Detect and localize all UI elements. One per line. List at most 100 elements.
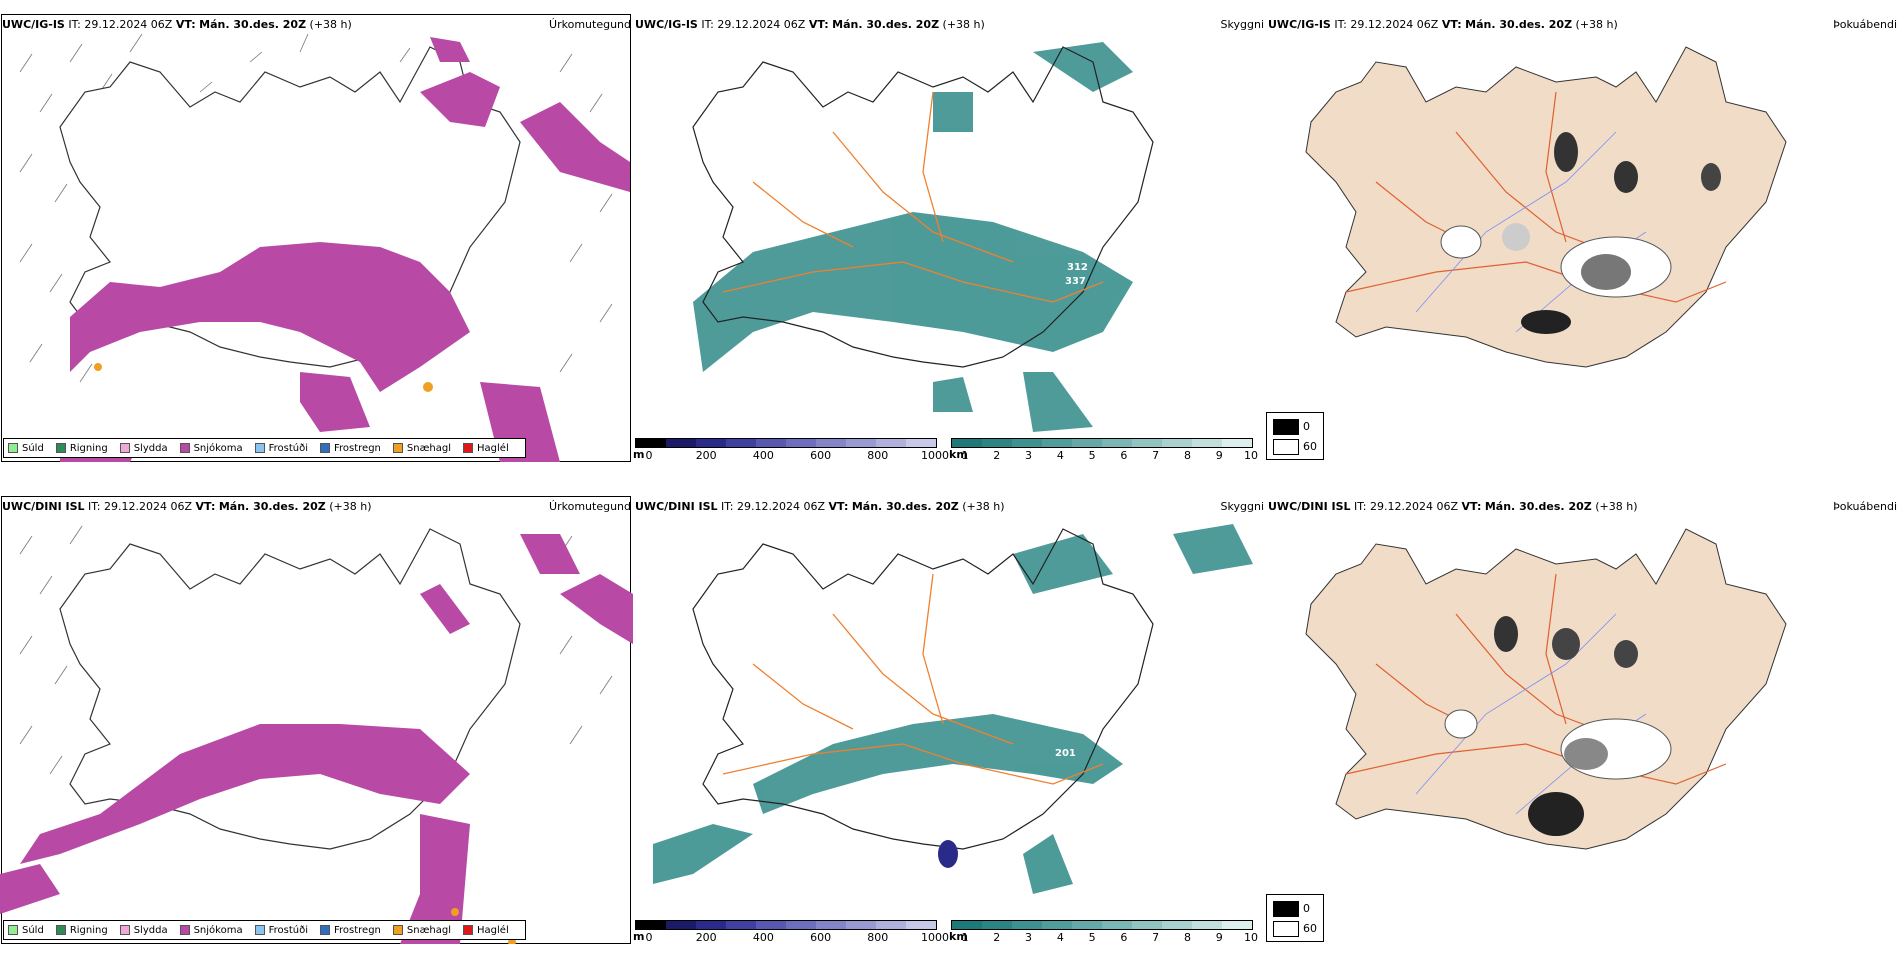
precip-map [0,525,633,944]
colorbar-tick: 2 [993,449,1001,462]
colorbar-segment [1072,439,1102,447]
colorbar-tick: 4 [1056,931,1064,944]
legend-swatch [179,925,190,935]
colorbar-segment [1102,921,1132,929]
legend-swatch [8,925,18,935]
legend-swatch [392,443,403,453]
legend-swatch [320,443,330,453]
visibility-colorbar: 1 2 3 4 5 6 7 8 9 10 km [949,920,1258,946]
legend-swatch [463,443,474,453]
colorbar-tick: 200 [695,449,717,462]
colorbar-segment [816,921,846,929]
colorbar-tick: 800 [867,449,889,462]
legend-item: Snæhagl [392,925,451,936]
colorbar-tick: 0 [645,449,653,462]
legend-label: Rigning [69,924,108,936]
legend-label: Frostregn [334,924,381,936]
colorbar-tick: 7 [1152,449,1160,462]
fog-min-swatch [1273,921,1299,937]
legend-label: Frostúði [268,924,308,936]
colorbar-tick: 10 [1244,449,1258,462]
colorbar-segment [726,439,756,447]
legend-item: Frostúði [254,924,308,936]
colorbar-segment [1072,921,1102,929]
colorbar-tick: 600 [810,449,832,462]
fog-legend: 0 60 [1266,894,1324,942]
colorbar-segment [726,921,756,929]
legend-label: Súld [22,924,44,936]
colorbar-tick: 200 [695,931,717,944]
iceland-coast [692,46,1154,368]
colorbar-segment [636,921,666,929]
panel-header: UWC/DINI ISL IT: 29.12.2024 06Z VT: Mán.… [1268,500,1897,513]
product-title: Þokuábendi [1833,500,1897,513]
product-title: Úrkomutegund [549,18,631,31]
colorbar-tick: 10 [1244,931,1258,944]
fog-min-swatch [1273,439,1299,455]
fog-index-map [1305,46,1787,368]
fog-areas [1440,132,1721,334]
legend-label: Slydda [133,924,168,936]
height-colorbar: 0 200 400 600 800 1000 m [633,920,949,946]
product-title: Úrkomutegund [549,500,631,513]
legend-item: Rigning [55,442,108,454]
colorbar-segment [636,439,666,447]
legend-label: Rigning [69,442,108,454]
colorbar-segment [1042,921,1072,929]
legend-swatch [463,925,474,935]
colorbar-tick: 4 [1056,449,1064,462]
iceland-land [1305,46,1787,368]
height-colorbar: 0 200 400 600 800 1000 m [633,438,949,464]
colorbar-segment [952,439,982,447]
vis-label: 312 [1067,262,1088,273]
colorbar-segment [1192,921,1222,929]
legend-swatch [254,925,265,935]
colorbar-tick: 3 [1025,931,1033,944]
colorbar-tick: 5 [1088,449,1096,462]
visibility-colorbar: 1 2 3 4 5 6 7 8 9 10 km [949,438,1258,464]
colorbar-segment [1102,439,1132,447]
colorbar-tick: 0 [645,931,653,944]
colorbar-tick: 1000 [921,931,949,944]
wind-barbs [19,33,613,383]
colorbar-tick: 1000 [921,449,949,462]
low-visibility-areas [693,42,1133,432]
panel-precip-type-top: UWC/IG-IS IT: 29.12.2024 06Z VT: Mán. 30… [0,0,633,475]
colorbar-segment [906,439,936,447]
precip-type-legend: Súld Rigning Slydda Snjókoma Frostúði Frostre… [3,920,526,940]
legend-item: Snjókoma [179,924,243,936]
vis-label: 394 [1011,708,1032,719]
legend-swatch [55,925,66,935]
colorbar-segment [1162,439,1192,447]
legend-label: Súld [22,442,44,454]
legend-item: Snæhagl [392,443,451,454]
panel-visibility-bottom: UWC/DINI ISL IT: 29.12.2024 06Z VT: Mán.… [633,482,1266,957]
product-title: Þokuábendi [1833,18,1897,31]
legend-item: Slydda [119,924,168,936]
colorbar-segment [1222,921,1252,929]
panel-visibility-top: UWC/IG-IS IT: 29.12.2024 06Z VT: Mán. 30… [633,0,1266,475]
fog-max-swatch [1273,419,1299,435]
legend-label: Snjókoma [193,924,243,936]
colorbar-tick: 2 [993,931,1001,944]
legend-swatch [392,925,403,935]
colorbar-segment [876,921,906,929]
precip-type-legend: Súld Rigning Slydda Snjókoma Frostúði Frostre… [3,438,526,458]
colorbar-segment [756,921,786,929]
colorbar-tick: 400 [752,449,774,462]
legend-swatch [320,925,330,935]
legend-label: Haglél [477,924,509,936]
colorbar-tick: 1 [961,449,969,462]
colorbar-segment [876,439,906,447]
legend-item: Haglél [463,443,509,454]
colorbar-segment [1162,921,1192,929]
colorbar-segment [756,439,786,447]
legend-item: Frostregn [320,925,381,936]
colorbar-segment [1132,921,1162,929]
colorbar-tick: 600 [810,931,832,944]
legend-swatch [179,443,190,453]
panel-header: UWC/IG-IS IT: 29.12.2024 06Z VT: Mán. 30… [1268,18,1897,31]
legend-item: Rigning [55,924,108,936]
legend-label: Slydda [133,442,168,454]
colorbar-segment [906,921,936,929]
